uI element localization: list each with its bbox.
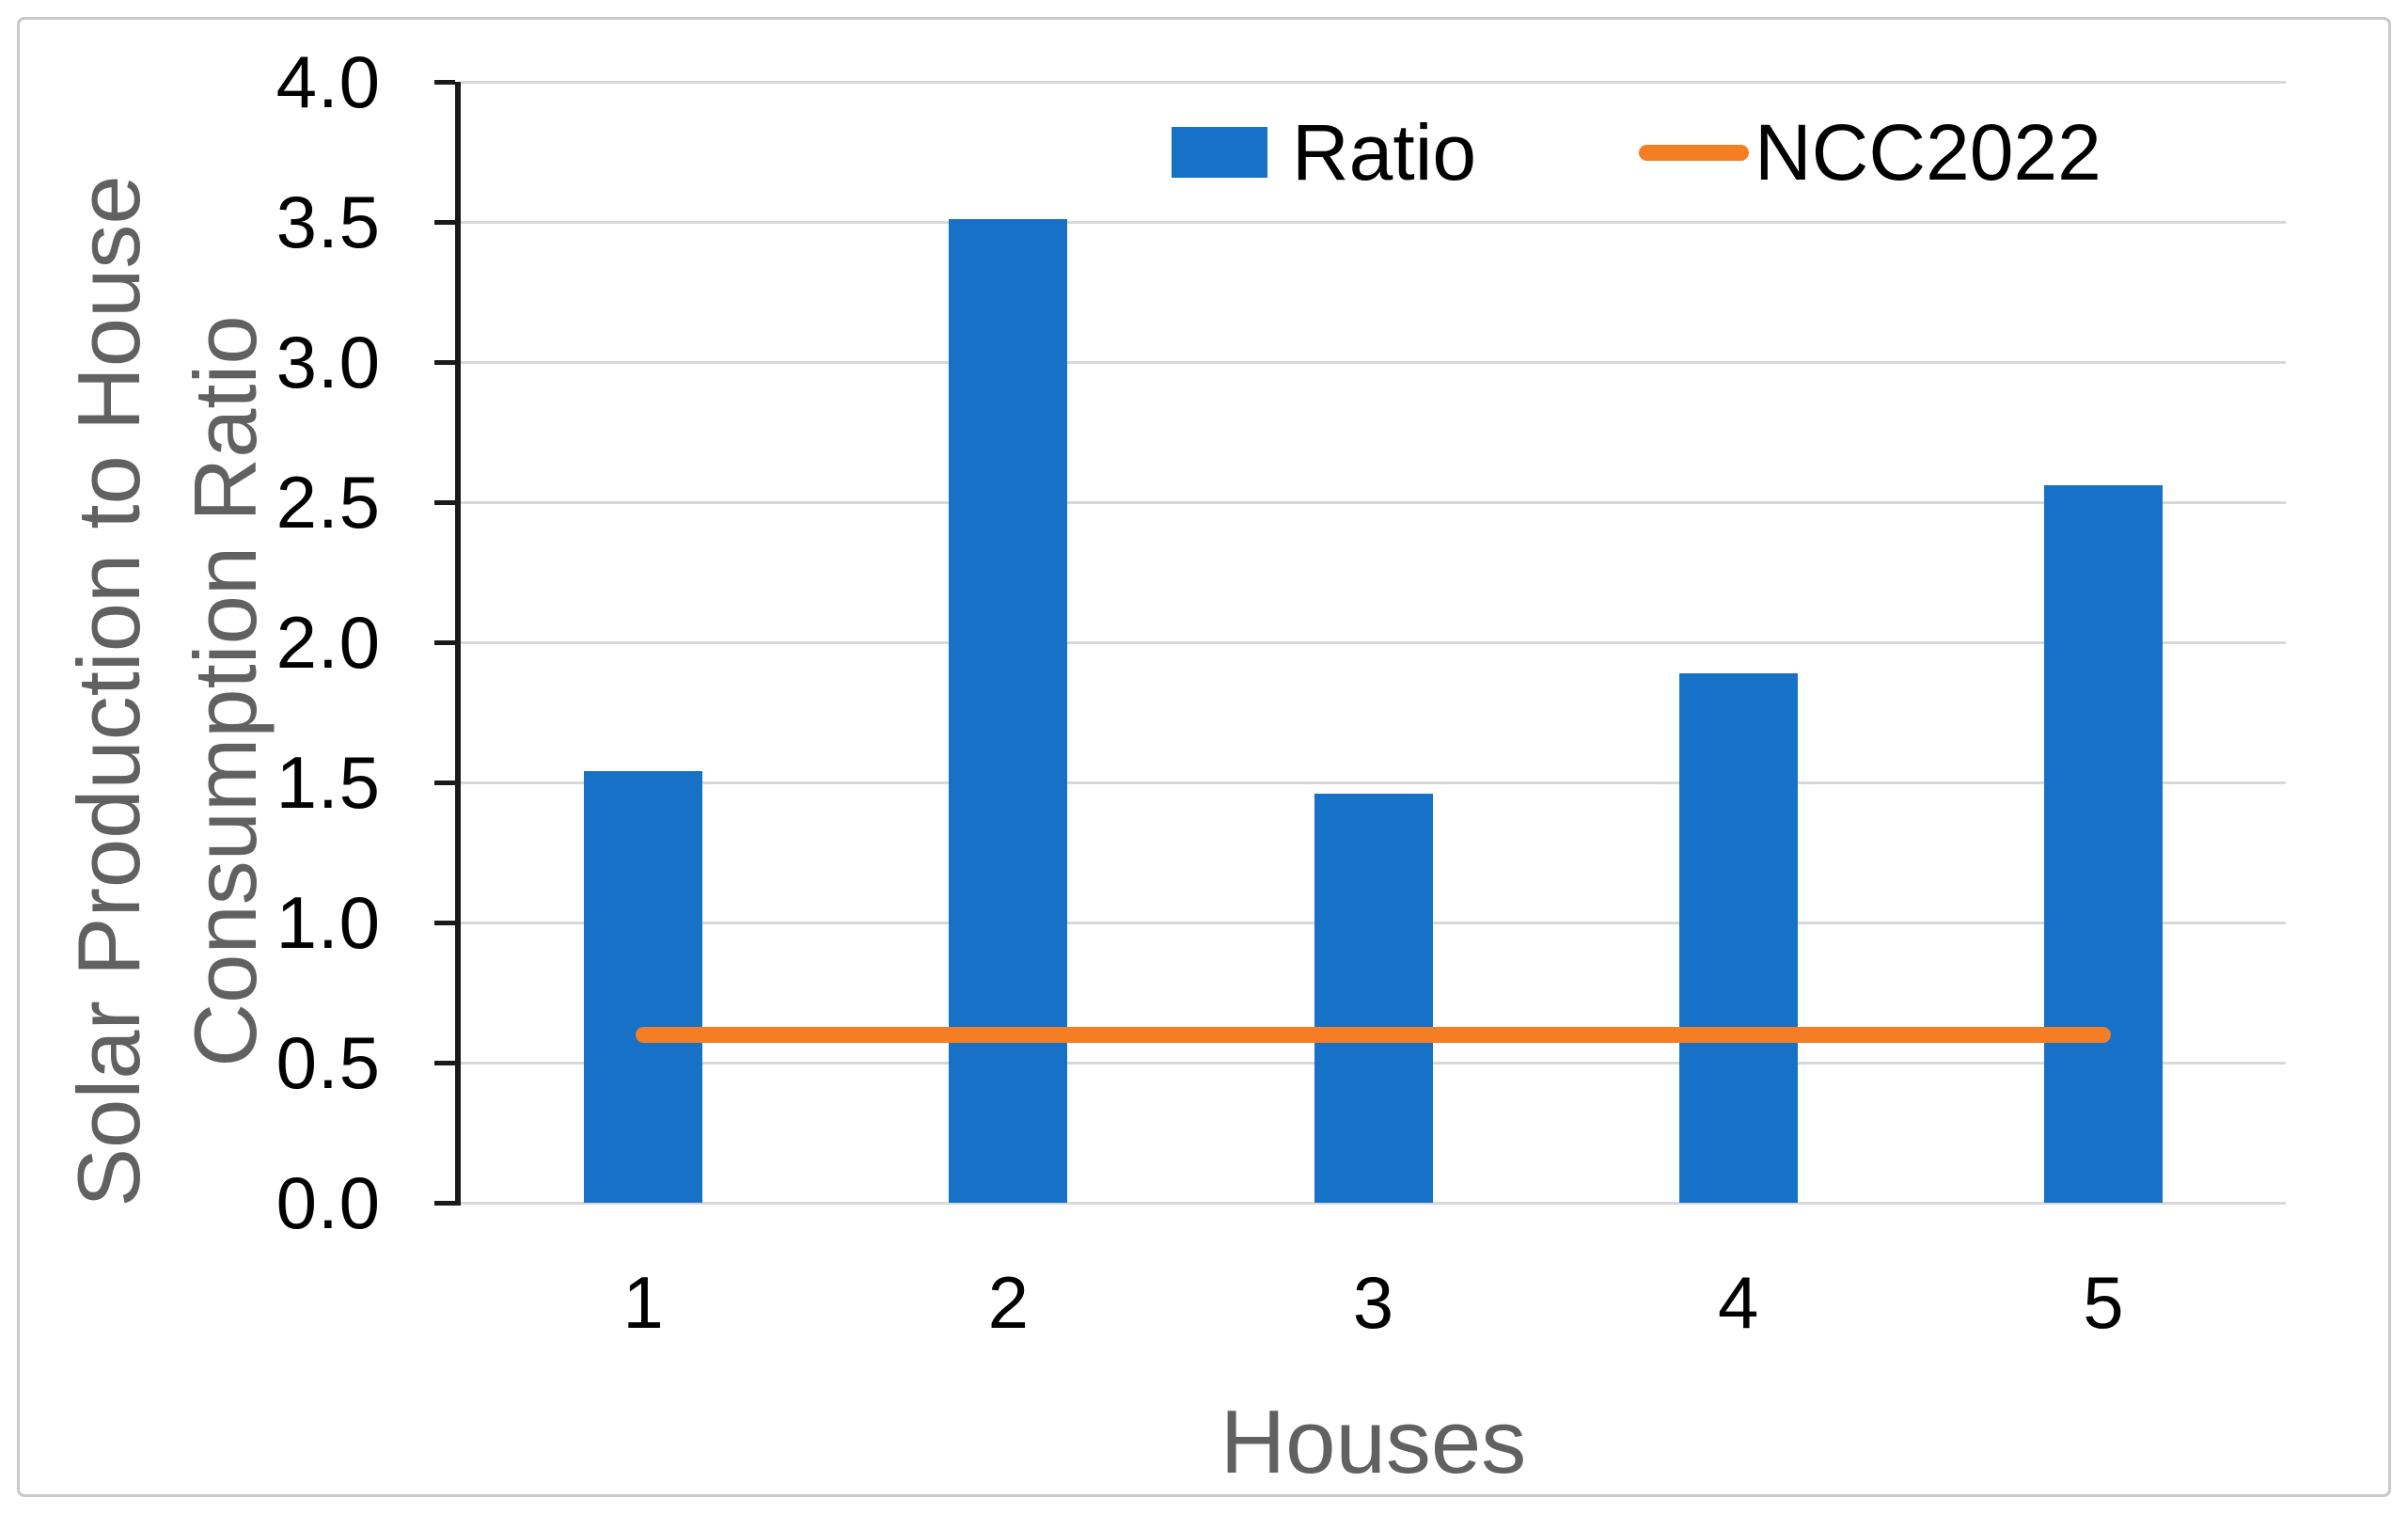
gridline-2.0 [461, 640, 2286, 644]
y-tick-label-4.0: 4.0 [275, 40, 381, 123]
gridline-0.0 [461, 1201, 2286, 1205]
y-tick-label-1.0: 1.0 [275, 881, 381, 964]
gridline-4.0 [461, 80, 2286, 84]
x-tick-label-4: 4 [1717, 1261, 1759, 1344]
gridline-3.0 [461, 360, 2286, 364]
ncc2022-legend-label: NCC2022 [1755, 107, 2101, 197]
gridline-1.5 [461, 781, 2286, 784]
y-tick-2.5 [434, 499, 455, 505]
bar-house-4 [1678, 672, 1798, 1203]
ratio-legend-swatch [1172, 127, 1267, 178]
bar-house-2 [949, 219, 1068, 1203]
x-tick-label-5: 5 [2083, 1261, 2124, 1344]
y-tick-label-2.0: 2.0 [275, 601, 381, 684]
y-tick-0.5 [434, 1060, 455, 1065]
x-axis-title: Houses [1220, 1392, 1527, 1492]
ratio-legend-label: Ratio [1292, 107, 1477, 197]
x-tick-label-1: 1 [622, 1261, 664, 1344]
bar-house-3 [1314, 793, 1433, 1203]
x-tick-label-2: 2 [987, 1261, 1029, 1344]
legend-item-ncc2022: NCC2022 [1639, 108, 2101, 197]
gridline-2.5 [461, 500, 2286, 504]
y-tick-1.0 [434, 920, 455, 925]
y-axis-title: Solar Production to House Consumption Ra… [51, 175, 284, 1206]
y-axis-line [455, 82, 461, 1206]
bar-house-1 [584, 771, 703, 1203]
y-tick-0.0 [434, 1200, 455, 1206]
ncc2022-line [636, 1027, 2111, 1044]
y-tick-1.5 [434, 780, 455, 785]
y-tick-label-3.0: 3.0 [275, 321, 381, 403]
y-axis-title-line1: Solar Production to House [58, 175, 158, 1207]
y-tick-label-3.5: 3.5 [275, 181, 381, 263]
legend-item-ratio: Ratio [1172, 108, 1476, 197]
y-axis-title-line2: Consumption Ratio [176, 315, 275, 1067]
ncc2022-legend-line [1639, 144, 1749, 161]
figure-border [17, 17, 2391, 1497]
y-tick-2.0 [434, 639, 455, 645]
y-tick-4.0 [434, 79, 455, 85]
x-tick-label-3: 3 [1352, 1261, 1394, 1344]
y-tick-label-2.5: 2.5 [275, 461, 381, 544]
y-tick-label-1.5: 1.5 [275, 741, 381, 824]
bar-house-5 [2043, 485, 2163, 1203]
y-tick-3.5 [434, 219, 455, 225]
y-tick-label-0.0: 0.0 [275, 1161, 381, 1244]
y-tick-3.0 [434, 359, 455, 365]
gridline-3.5 [461, 220, 2286, 224]
y-tick-label-0.5: 0.5 [275, 1021, 381, 1104]
